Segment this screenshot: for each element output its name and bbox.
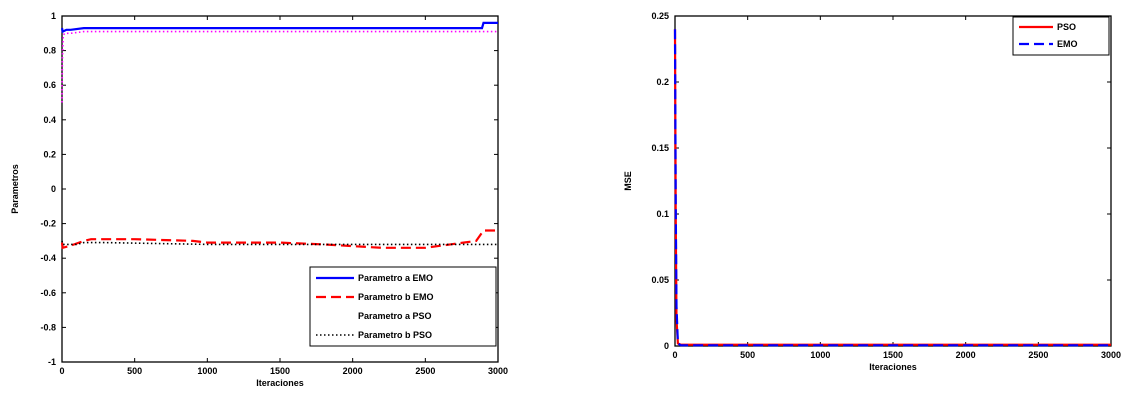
- series-line-parametro-a-pso: [61, 30, 498, 103]
- y-axis-ticks: -1 -0.8 -0.6 -0.4 -0.2 0 0.2 0.4 0.6 0.8 1: [40, 11, 498, 367]
- y-tick-label: 0.2: [43, 149, 56, 159]
- x-tick-label: 3000: [1101, 350, 1121, 360]
- x-tick-label: 500: [740, 350, 755, 360]
- mse-chart: 0 0.05 0.1 0.15 0.2 0.25 0 500 1000 1500 2000 2500…: [623, 11, 1121, 372]
- y-tick-label: 0.2: [656, 77, 669, 87]
- y-tick-label: 0.8: [43, 46, 56, 56]
- y-tick-label: 0.4: [43, 115, 56, 125]
- series-line-emo: [673, 29, 1111, 347]
- x-axis-label: Iteraciones: [256, 378, 304, 388]
- series-group: [60, 21, 498, 250]
- y-axis-ticks: 0 0.05 0.1 0.15 0.2 0.25: [651, 11, 1111, 351]
- y-tick-label: 0.25: [651, 11, 669, 21]
- x-tick-label: 2500: [415, 366, 435, 376]
- y-tick-label: -0.8: [40, 322, 56, 332]
- y-tick-label: 0.05: [651, 275, 669, 285]
- x-tick-label: 2500: [1028, 350, 1048, 360]
- x-tick-label: 0: [672, 350, 677, 360]
- x-tick-label: 2000: [956, 350, 976, 360]
- y-tick-label: 0.15: [651, 143, 669, 153]
- x-axis-ticks: 0 500 1000 1500 2000 2500 3000: [59, 16, 508, 376]
- x-tick-label: 1000: [197, 366, 217, 376]
- series-line-parametro-b-emo: [60, 229, 498, 250]
- y-tick-label: 0: [51, 184, 56, 194]
- x-tick-label: 1000: [810, 350, 830, 360]
- y-tick-label: -0.2: [40, 219, 56, 229]
- legend-label-parametro-a-pso: Parametro a PSO: [358, 311, 432, 321]
- y-tick-label: -1: [48, 357, 56, 367]
- parameters-chart: -1 -0.8 -0.6 -0.4 -0.2 0 0.2 0.4 0.6 0.8 1 0 500 100…: [10, 11, 508, 388]
- x-tick-label: 0: [59, 366, 64, 376]
- y-tick-label: 1: [51, 11, 56, 21]
- legend-label-parametro-b-pso: Parametro b PSO: [358, 330, 432, 340]
- x-axis-label: Iteraciones: [869, 362, 917, 372]
- y-axis-label: MSE: [623, 171, 633, 191]
- x-tick-label: 2000: [343, 366, 363, 376]
- series-line-parametro-a-emo: [60, 21, 498, 34]
- legend-label-emo: EMO: [1057, 39, 1078, 49]
- legend-box: [1012, 16, 1110, 56]
- legend-label-parametro-b-emo: Parametro b EMO: [358, 292, 434, 302]
- x-tick-label: 1500: [883, 350, 903, 360]
- legend-label-parametro-a-emo: Parametro a EMO: [358, 273, 433, 283]
- legend: PSO EMO: [1012, 16, 1110, 56]
- plot-area: [674, 15, 1112, 347]
- series-group: [673, 29, 1111, 347]
- x-tick-label: 3000: [488, 366, 508, 376]
- y-tick-label: 0: [664, 341, 669, 351]
- legend: Parametro a EMO Parametro b EMO Parametr…: [309, 266, 497, 347]
- y-axis-label: Parametros: [10, 164, 20, 214]
- legend-label-pso: PSO: [1057, 22, 1076, 32]
- legend-box: [309, 266, 497, 347]
- y-tick-label: -0.6: [40, 288, 56, 298]
- x-tick-label: 500: [127, 366, 142, 376]
- y-tick-label: 0.1: [656, 209, 669, 219]
- x-tick-label: 1500: [270, 366, 290, 376]
- y-tick-label: -0.4: [40, 253, 56, 263]
- y-tick-label: 0.6: [43, 80, 56, 90]
